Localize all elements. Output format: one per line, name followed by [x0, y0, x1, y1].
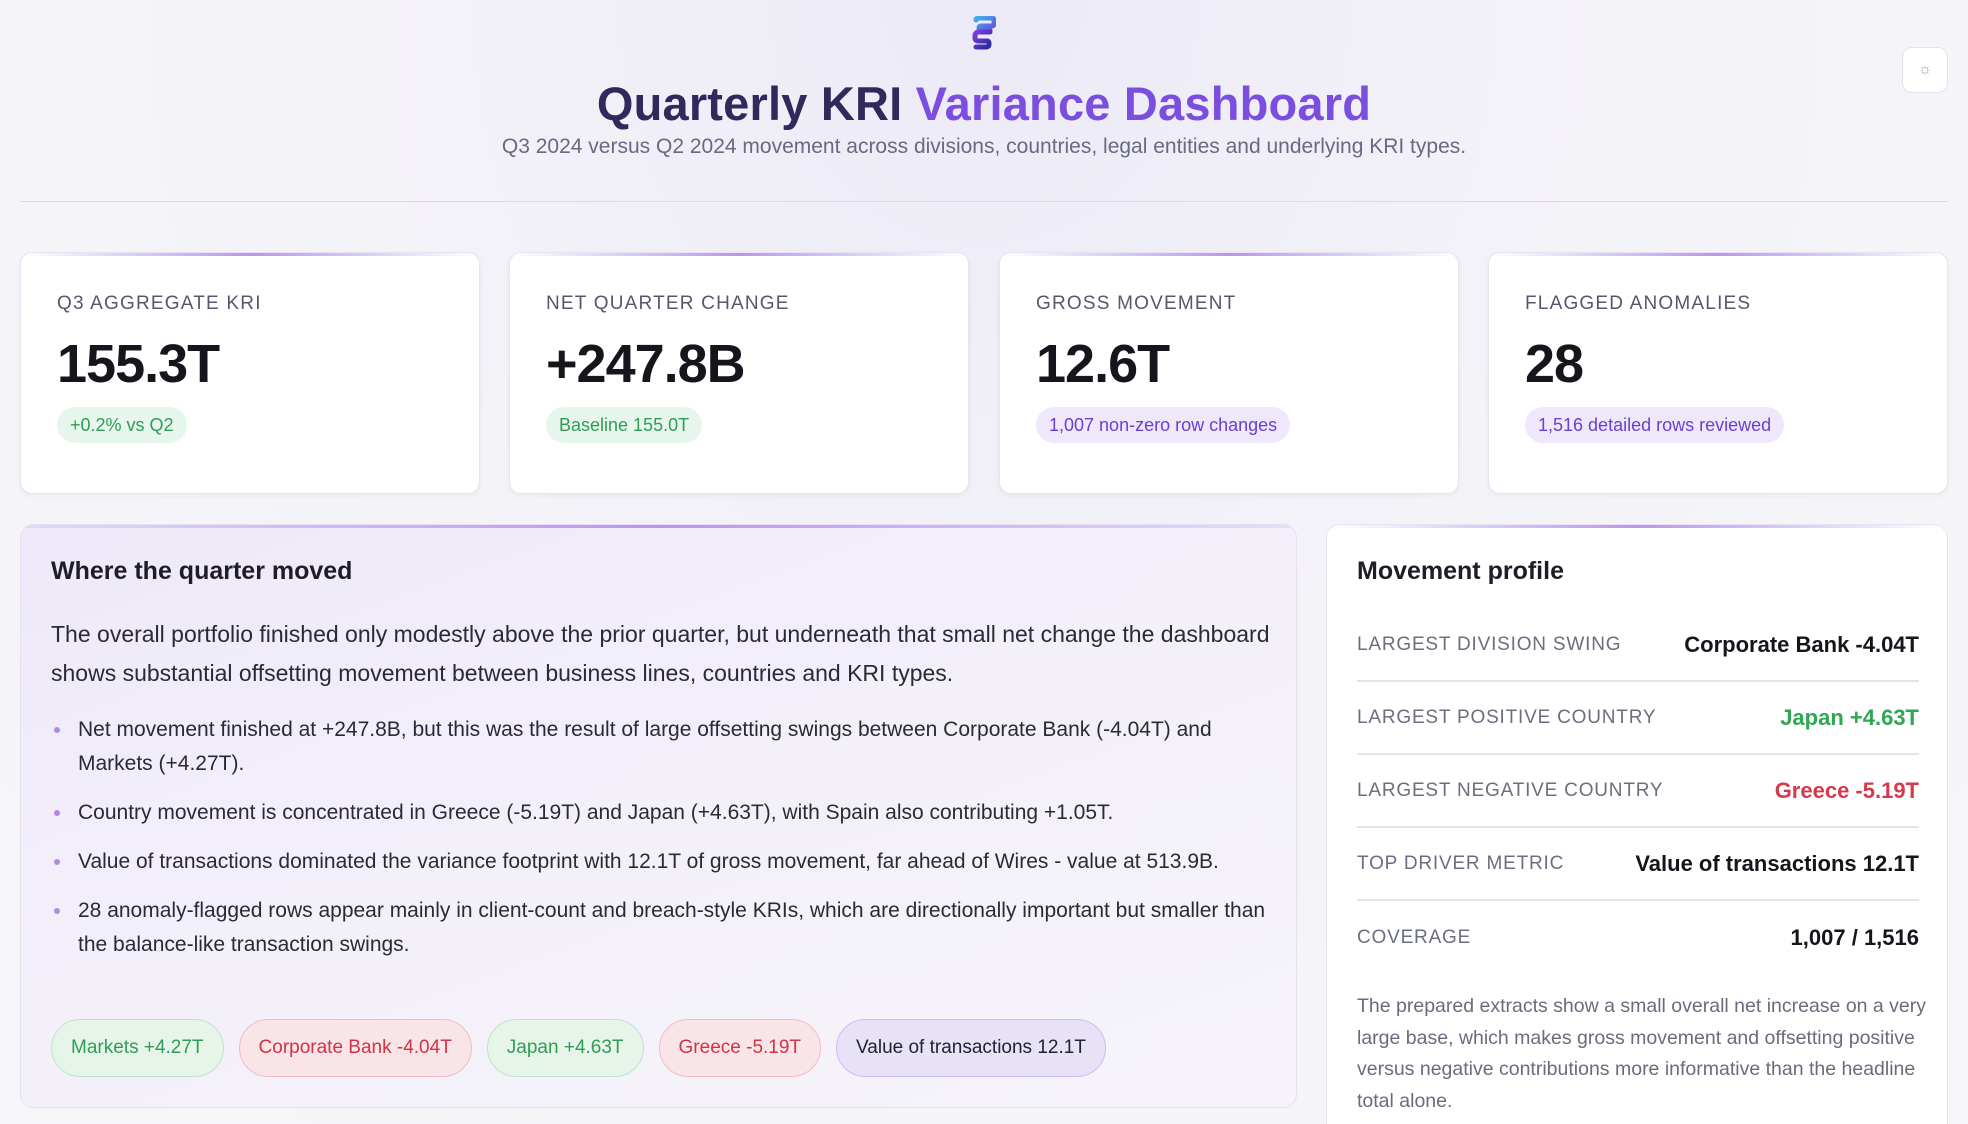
- page-title-accent: Variance Dashboard: [915, 77, 1372, 130]
- profile-row-positive-country: LARGEST POSITIVE COUNTRY Japan +4.63T: [1357, 682, 1919, 755]
- narrative-bullet-list: Net movement finished at +247.8B, but th…: [51, 713, 1281, 977]
- bullet-text: 28 anomaly-flagged rows appear mainly in…: [78, 899, 1266, 956]
- narrative-intro: The overall portfolio finished only mode…: [51, 621, 1270, 686]
- kpi-label: Q3 AGGREGATE KRI: [57, 293, 262, 314]
- header-divider: [20, 201, 1948, 202]
- profile-row-coverage: COVERAGE 1,007 / 1,516: [1357, 901, 1919, 974]
- profile-row-label: LARGEST DIVISION SWING: [1357, 633, 1622, 655]
- page-subtitle: Q3 2024 versus Q2 2024 movement across d…: [501, 135, 1467, 158]
- narrative-bullet: Country movement is concentrated in Gree…: [51, 796, 1281, 830]
- chip-greece[interactable]: Greece -5.19T: [658, 1019, 822, 1077]
- profile-row-value: Greece -5.19T: [1774, 777, 1919, 803]
- profile-row-value: Corporate Bank -4.04T: [1684, 631, 1919, 657]
- chip-value-of-transactions[interactable]: Value of transactions 12.1T: [836, 1019, 1106, 1077]
- kpi-badge: 1,516 detailed rows reviewed: [1525, 407, 1785, 443]
- profile-row-value: 1,007 / 1,516: [1790, 924, 1919, 950]
- kpi-label: FLAGGED ANOMALIES: [1525, 293, 1752, 314]
- narrative-bullet: 28 anomaly-flagged rows appear mainly in…: [51, 894, 1281, 962]
- kpi-label: NET QUARTER CHANGE: [546, 293, 790, 314]
- bullet-text: Net movement finished at +247.8B, but th…: [78, 718, 1212, 775]
- chip-markets[interactable]: Markets +4.27T: [51, 1019, 224, 1077]
- profile-row-label: LARGEST NEGATIVE COUNTRY: [1357, 779, 1664, 801]
- bullet-dot-icon: [54, 810, 60, 816]
- profile-row-value: Japan +4.63T: [1780, 704, 1919, 730]
- kpi-label: GROSS MOVEMENT: [1036, 293, 1237, 314]
- stacked-s-logo-icon: [972, 16, 996, 50]
- movement-profile-title: Movement profile: [1357, 557, 1564, 585]
- kpi-badge: +0.2% vs Q2: [57, 407, 187, 443]
- bullet-text: Country movement is concentrated in Gree…: [78, 801, 1114, 824]
- chip-japan[interactable]: Japan +4.63T: [486, 1019, 644, 1077]
- kpi-card-net-change: NET QUARTER CHANGE +247.8B Baseline 155.…: [509, 252, 969, 494]
- kpi-card-flagged-anomalies: FLAGGED ANOMALIES 28 1,516 detailed rows…: [1488, 252, 1948, 494]
- narrative-panel: Where the quarter moved The overall port…: [20, 524, 1297, 1108]
- bullet-dot-icon: [54, 859, 60, 865]
- highlight-chip-row: Markets +4.27T Corporate Bank -4.04T Jap…: [51, 1019, 1106, 1077]
- kpi-badge: 1,007 non-zero row changes: [1036, 407, 1291, 443]
- kpi-card-aggregate: Q3 AGGREGATE KRI 155.3T +0.2% vs Q2: [20, 252, 480, 494]
- bullet-dot-icon: [54, 908, 60, 914]
- profile-row-label: LARGEST POSITIVE COUNTRY: [1357, 706, 1657, 728]
- profile-row-negative-country: LARGEST NEGATIVE COUNTRY Greece -5.19T: [1357, 755, 1919, 828]
- kpi-card-gross-movement: GROSS MOVEMENT 12.6T 1,007 non-zero row …: [999, 252, 1459, 494]
- theme-toggle-icon: ☼: [1917, 61, 1933, 78]
- bullet-dot-icon: [54, 727, 60, 733]
- kpi-value: +247.8B: [546, 334, 746, 394]
- profile-row-value: Value of transactions 12.1T: [1635, 850, 1919, 876]
- page-title-primary: Quarterly KRI: [596, 77, 903, 130]
- movement-profile-list: LARGEST DIVISION SWING Corporate Bank -4…: [1357, 609, 1919, 974]
- kpi-value: 155.3T: [57, 334, 220, 394]
- narrative-bullet: Value of transactions dominated the vari…: [51, 845, 1281, 879]
- bullet-text: Value of transactions dominated the vari…: [78, 850, 1219, 873]
- chip-corporate-bank[interactable]: Corporate Bank -4.04T: [238, 1019, 472, 1077]
- narrative-title: Where the quarter moved: [51, 557, 353, 585]
- narrative-bullet: Net movement finished at +247.8B, but th…: [51, 713, 1281, 781]
- profile-row-top-driver: TOP DRIVER METRIC Value of transactions …: [1357, 828, 1919, 901]
- kpi-value: 12.6T: [1036, 334, 1170, 394]
- movement-profile-panel: Movement profile LARGEST DIVISION SWING …: [1326, 524, 1948, 1124]
- theme-toggle-button[interactable]: ☼: [1902, 47, 1948, 93]
- page-title: Quarterly KRI Variance Dashboard: [0, 76, 1968, 132]
- movement-profile-note: The prepared extracts show a small overa…: [1357, 995, 1927, 1112]
- kpi-value: 28: [1525, 334, 1584, 394]
- profile-row-label: COVERAGE: [1357, 926, 1472, 948]
- kpi-badge: Baseline 155.0T: [546, 407, 703, 443]
- profile-row-label: TOP DRIVER METRIC: [1357, 852, 1565, 874]
- profile-row-division-swing: LARGEST DIVISION SWING Corporate Bank -4…: [1357, 609, 1919, 682]
